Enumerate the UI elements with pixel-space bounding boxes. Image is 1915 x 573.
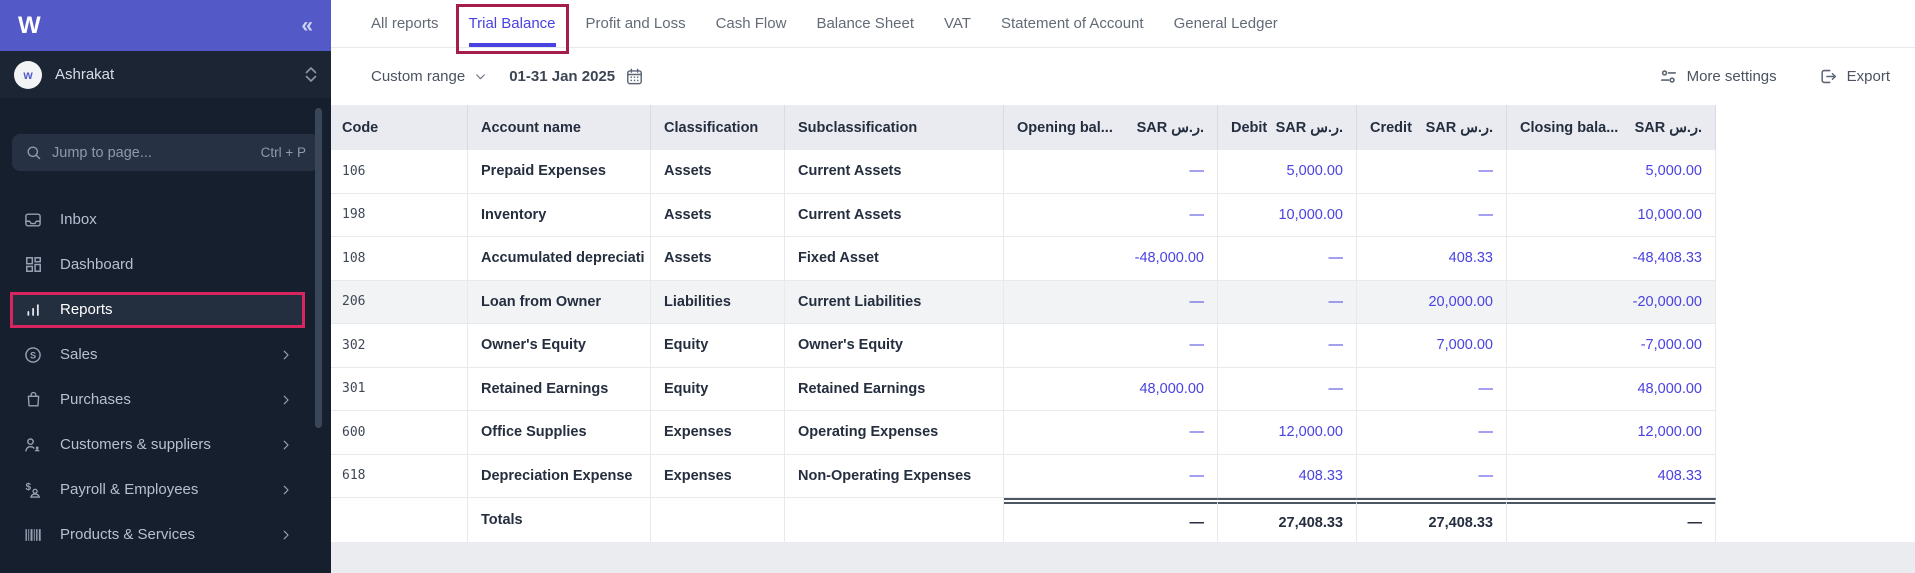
sidebar-item-label: Dashboard [60, 256, 134, 273]
table-row[interactable]: 301 Retained Earnings Equity Retained Ea… [331, 367, 1716, 411]
sidebar-item-label: Products & Services [60, 526, 196, 543]
sidebar-item-label: Purchases [60, 391, 131, 408]
totals-credit: 27,408.33 [1357, 498, 1507, 542]
column-header-classification[interactable]: Classification [651, 105, 785, 150]
chevron-right-icon [279, 348, 293, 362]
tab-profit-and-loss[interactable]: Profit and Loss [585, 15, 686, 32]
chevron-right-icon [279, 483, 293, 497]
sidebar-item-label: Customers & suppliers [60, 436, 211, 453]
svg-text:S: S [30, 350, 36, 360]
table-row[interactable]: 600 Office Supplies Expenses Operating E… [331, 411, 1716, 455]
export-icon [1819, 67, 1838, 86]
sidebar-item-customers-suppliers[interactable]: Customers & suppliers [0, 422, 331, 467]
wafeq-logo: W [18, 11, 41, 39]
table-body: 106 Prepaid Expenses Assets Current Asse… [331, 150, 1716, 498]
search-icon [25, 144, 42, 161]
column-header-subclassification[interactable]: Subclassification [785, 105, 1004, 150]
currency-suffix: SAR ر.س. [1425, 119, 1493, 136]
column-header-debit[interactable]: Debit SAR ر.س. [1218, 105, 1357, 150]
sidebar-item-products-services[interactable]: Products & Services [0, 512, 331, 557]
table-row[interactable]: 618 Depreciation Expense Expenses Non-Op… [331, 454, 1716, 498]
main-content: All reports Trial Balance Profit and Los… [331, 0, 1915, 573]
user-switcher[interactable]: w Ashrakat [0, 51, 331, 98]
trial-balance-table: Code Account name Classification Subclas… [331, 105, 1716, 542]
date-range-select[interactable]: Custom range [371, 68, 466, 85]
tab-all-reports[interactable]: All reports [371, 15, 439, 32]
date-range-value[interactable]: 01-31 Jan 2025 [509, 68, 616, 85]
people-icon [22, 435, 44, 455]
tab-balance-sheet[interactable]: Balance Sheet [816, 15, 915, 32]
tab-vat[interactable]: VAT [944, 15, 971, 32]
sidebar-scrollbar[interactable] [315, 108, 322, 428]
tab-general-ledger[interactable]: General Ledger [1173, 15, 1278, 32]
report-tabs: All reports Trial Balance Profit and Los… [331, 0, 1915, 54]
table-row[interactable]: 108 Accumulated depreciati Assets Fixed … [331, 237, 1716, 281]
sidebar: W « w Ashrakat Jump to page... Ctrl + P [0, 0, 331, 573]
column-header-account-name[interactable]: Account name [468, 105, 651, 150]
sidebar-item-label: Sales [60, 346, 98, 363]
sidebar-item-label: Inbox [60, 211, 97, 228]
totals-debit: 27,408.33 [1218, 498, 1357, 542]
sidebar-item-dashboard[interactable]: Dashboard [0, 242, 331, 287]
table-header-row: Code Account name Classification Subclas… [331, 105, 1716, 150]
shopping-bag-icon [22, 390, 44, 409]
totals-label: Totals [468, 498, 651, 542]
search-input[interactable]: Jump to page... Ctrl + P [12, 134, 319, 171]
payroll-dollar-person-icon: $ [22, 480, 44, 500]
column-header-credit[interactable]: Credit SAR ر.س. [1357, 105, 1507, 150]
chevron-right-icon [279, 528, 293, 542]
totals-opening: — [1004, 498, 1218, 542]
chevron-up-down-icon[interactable] [305, 67, 317, 82]
currency-suffix: SAR ر.س. [1136, 119, 1204, 136]
dashboard-icon [22, 255, 44, 274]
table-row[interactable]: 198 Inventory Assets Current Assets — 10… [331, 193, 1716, 237]
calendar-icon[interactable] [625, 67, 644, 86]
sidebar-item-reports[interactable]: Reports [0, 287, 331, 332]
report-toolbar: Custom range 01-31 Jan 2025 More setting… [331, 48, 1915, 105]
bar-chart-icon [22, 300, 44, 319]
sidebar-item-label: Reports [60, 301, 113, 318]
collapse-sidebar-icon[interactable]: « [301, 14, 313, 37]
tab-cash-flow[interactable]: Cash Flow [715, 15, 787, 32]
totals-row: Totals — 27,408.33 27,408.33 — [331, 498, 1716, 542]
table-row[interactable]: 106 Prepaid Expenses Assets Current Asse… [331, 150, 1716, 194]
chevron-right-icon [279, 438, 293, 452]
sales-circle-s-icon: S [22, 345, 44, 365]
avatar: w [14, 60, 42, 89]
chevron-down-icon[interactable] [474, 70, 487, 83]
search-placeholder: Jump to page... [52, 144, 152, 161]
totals-closing: — [1507, 498, 1716, 542]
currency-suffix: SAR ر.س. [1634, 119, 1702, 136]
barcode-icon [22, 525, 44, 545]
user-name: Ashrakat [55, 66, 115, 83]
tab-trial-balance[interactable]: Trial Balance [455, 0, 569, 54]
more-settings-button[interactable]: More settings [1659, 67, 1777, 86]
inbox-icon [22, 210, 44, 230]
export-button[interactable]: Export [1819, 67, 1890, 86]
sidebar-item-label: Payroll & Employees [60, 481, 199, 498]
chevron-right-icon [279, 393, 293, 407]
sidebar-item-inbox[interactable]: Inbox [0, 197, 331, 242]
table-row-highlighted[interactable]: 206 Loan from Owner Liabilities Current … [331, 280, 1716, 324]
sidebar-item-sales[interactable]: S Sales [0, 332, 331, 377]
active-tab-underline [468, 43, 556, 47]
content-background [331, 542, 1915, 573]
sidebar-nav: Inbox Dashboard Reports S Sales [0, 197, 331, 557]
sidebar-item-payroll-employees[interactable]: $ Payroll & Employees [0, 467, 331, 512]
sidebar-item-purchases[interactable]: Purchases [0, 377, 331, 422]
sidebar-header: W « [0, 0, 331, 51]
search-shortcut: Ctrl + P [260, 145, 306, 160]
tab-statement-of-account[interactable]: Statement of Account [1000, 15, 1144, 32]
currency-suffix: SAR ر.س. [1275, 119, 1343, 136]
sliders-icon [1659, 67, 1678, 86]
column-header-closing-balance[interactable]: Closing bala... SAR ر.س. [1507, 105, 1716, 150]
column-header-code[interactable]: Code [331, 105, 468, 150]
svg-text:$: $ [26, 482, 32, 493]
table-row[interactable]: 302 Owner's Equity Equity Owner's Equity… [331, 324, 1716, 368]
column-header-opening-balance[interactable]: Opening bal... SAR ر.س. [1004, 105, 1218, 150]
